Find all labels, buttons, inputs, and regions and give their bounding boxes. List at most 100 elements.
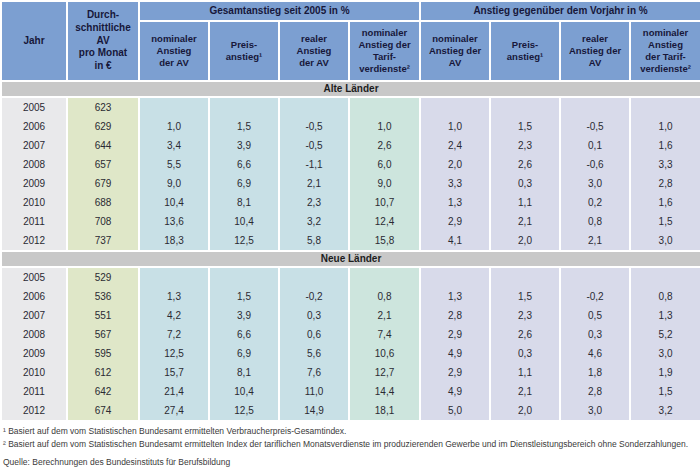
table-row: 201267427,412,514,918,15,02,03,03,2: [1, 401, 700, 420]
table-row: 201170813,610,43,212,42,92,10,81,5: [1, 212, 700, 231]
pct-cell: 4,1: [420, 231, 490, 251]
pct-cell: 7,6: [279, 363, 349, 382]
pct-cell: 1,5: [209, 287, 279, 306]
pct-cell: [209, 97, 279, 117]
page: { "table": { "header": { "jahr": "Jahr",…: [0, 0, 700, 469]
pct-cell: 3,0: [630, 231, 700, 251]
table-row: 2005529: [1, 267, 700, 287]
pct-cell: -0,2: [279, 287, 349, 306]
pct-cell: 2,8: [420, 306, 490, 325]
pct-cell: 6,9: [209, 174, 279, 193]
pct-cell: 2,9: [420, 325, 490, 344]
section-band-row: Neue Länder: [1, 251, 700, 267]
pct-cell: -0,5: [279, 136, 349, 155]
av-value-cell: 679: [67, 174, 139, 193]
col-header-jahr: Jahr: [1, 1, 67, 81]
pct-cell: 1,8: [560, 363, 630, 382]
av-value-cell: 688: [67, 193, 139, 212]
pct-cell: 8,1: [209, 363, 279, 382]
section-band-label: Neue Länder: [1, 251, 700, 267]
pct-cell: 8,1: [209, 193, 279, 212]
pct-cell: 5,5: [139, 155, 209, 174]
pct-cell: -0,5: [279, 117, 349, 136]
footnotes-block: ¹ Basiert auf dem vom Statistischen Bund…: [0, 420, 700, 468]
pct-cell: 13,6: [139, 212, 209, 231]
pct-cell: 12,5: [209, 401, 279, 420]
pct-cell: [349, 97, 420, 117]
pct-cell: 0,3: [279, 306, 349, 325]
pct-cell: 1,5: [630, 382, 700, 401]
year-cell: 2011: [1, 212, 67, 231]
col-header-yoy-tarif: nominaler Anstieg der Tarif- verdienste²: [630, 21, 700, 81]
pct-cell: 2,1: [490, 382, 560, 401]
pct-cell: 3,9: [209, 306, 279, 325]
pct-cell: 11,0: [279, 382, 349, 401]
year-cell: 2007: [1, 306, 67, 325]
pct-cell: [279, 97, 349, 117]
pct-cell: 10,7: [349, 193, 420, 212]
pct-cell: 1,5: [490, 117, 560, 136]
av-value-cell: 657: [67, 155, 139, 174]
pct-cell: 5,2: [630, 325, 700, 344]
pct-cell: 3,2: [630, 401, 700, 420]
pct-cell: 7,4: [349, 325, 420, 344]
pct-cell: 4,6: [560, 344, 630, 363]
col-header-yoy-real-av: realer Anstieg der AV: [560, 21, 630, 81]
pct-cell: [139, 97, 209, 117]
av-value-cell: 644: [67, 136, 139, 155]
pct-cell: 2,6: [490, 155, 560, 174]
pct-cell: -0,5: [560, 117, 630, 136]
year-cell: 2012: [1, 231, 67, 251]
col-header-total-price-increase: Preis- anstieg¹: [209, 21, 279, 81]
pct-cell: 2,0: [420, 155, 490, 174]
pct-cell: 6,0: [349, 155, 420, 174]
footnote-2: ² Basiert auf dem vom Statistischen Bund…: [3, 438, 697, 451]
pct-cell: 5,6: [279, 344, 349, 363]
pct-cell: 0,8: [349, 287, 420, 306]
pct-cell: [279, 267, 349, 287]
pct-cell: 4,9: [420, 344, 490, 363]
pct-cell: [630, 267, 700, 287]
pct-cell: 12,5: [139, 344, 209, 363]
pct-cell: 2,4: [420, 136, 490, 155]
pct-cell: [209, 267, 279, 287]
col-header-total-tarif: nominaler Anstieg der Tarif- verdienste²: [349, 21, 420, 81]
table-row: 20066291,01,5-0,51,01,01,5-0,51,0: [1, 117, 700, 136]
pct-cell: 3,3: [630, 155, 700, 174]
pct-cell: 1,9: [630, 363, 700, 382]
pct-cell: 0,2: [560, 193, 630, 212]
pct-cell: 3,0: [560, 174, 630, 193]
group-header-row: Jahr Durch- schnittliche AV pro Monat in…: [1, 1, 700, 21]
col-header-yoy-price-increase: Preis- anstieg¹: [490, 21, 560, 81]
pct-cell: 1,0: [420, 117, 490, 136]
table-row: 20076443,43,9-0,52,62,42,30,11,6: [1, 136, 700, 155]
section-band-label: Alte Länder: [1, 81, 700, 97]
av-value-cell: 536: [67, 287, 139, 306]
av-value-cell: 529: [67, 267, 139, 287]
pct-cell: 2,3: [490, 136, 560, 155]
table-row: 201068810,48,12,310,71,31,10,21,6: [1, 193, 700, 212]
pct-cell: 2,9: [420, 212, 490, 231]
av-value-cell: 737: [67, 231, 139, 251]
pct-cell: 2,6: [490, 325, 560, 344]
pct-cell: 12,4: [349, 212, 420, 231]
table-row: 2005623: [1, 97, 700, 117]
pct-cell: 2,8: [630, 174, 700, 193]
col-header-total-nominal-av: nominaler Anstieg der AV: [139, 21, 209, 81]
pct-cell: 10,6: [349, 344, 420, 363]
pct-cell: 3,9: [209, 136, 279, 155]
pct-cell: 4,2: [139, 306, 209, 325]
year-cell: 2005: [1, 267, 67, 287]
pct-cell: 5,0: [420, 401, 490, 420]
pct-cell: 0,3: [490, 344, 560, 363]
av-value-cell: 595: [67, 344, 139, 363]
pct-cell: 18,1: [349, 401, 420, 420]
pct-cell: 6,6: [209, 155, 279, 174]
pct-cell: 3,0: [630, 344, 700, 363]
pct-cell: 15,7: [139, 363, 209, 382]
pct-cell: 1,0: [630, 117, 700, 136]
pct-cell: 15,8: [349, 231, 420, 251]
source-line: Quelle: Berechnungen des Bundesinstituts…: [3, 456, 697, 469]
av-statistics-table: Jahr Durch- schnittliche AV pro Monat in…: [0, 0, 700, 420]
table-row: 20085677,26,60,67,42,92,60,35,2: [1, 325, 700, 344]
